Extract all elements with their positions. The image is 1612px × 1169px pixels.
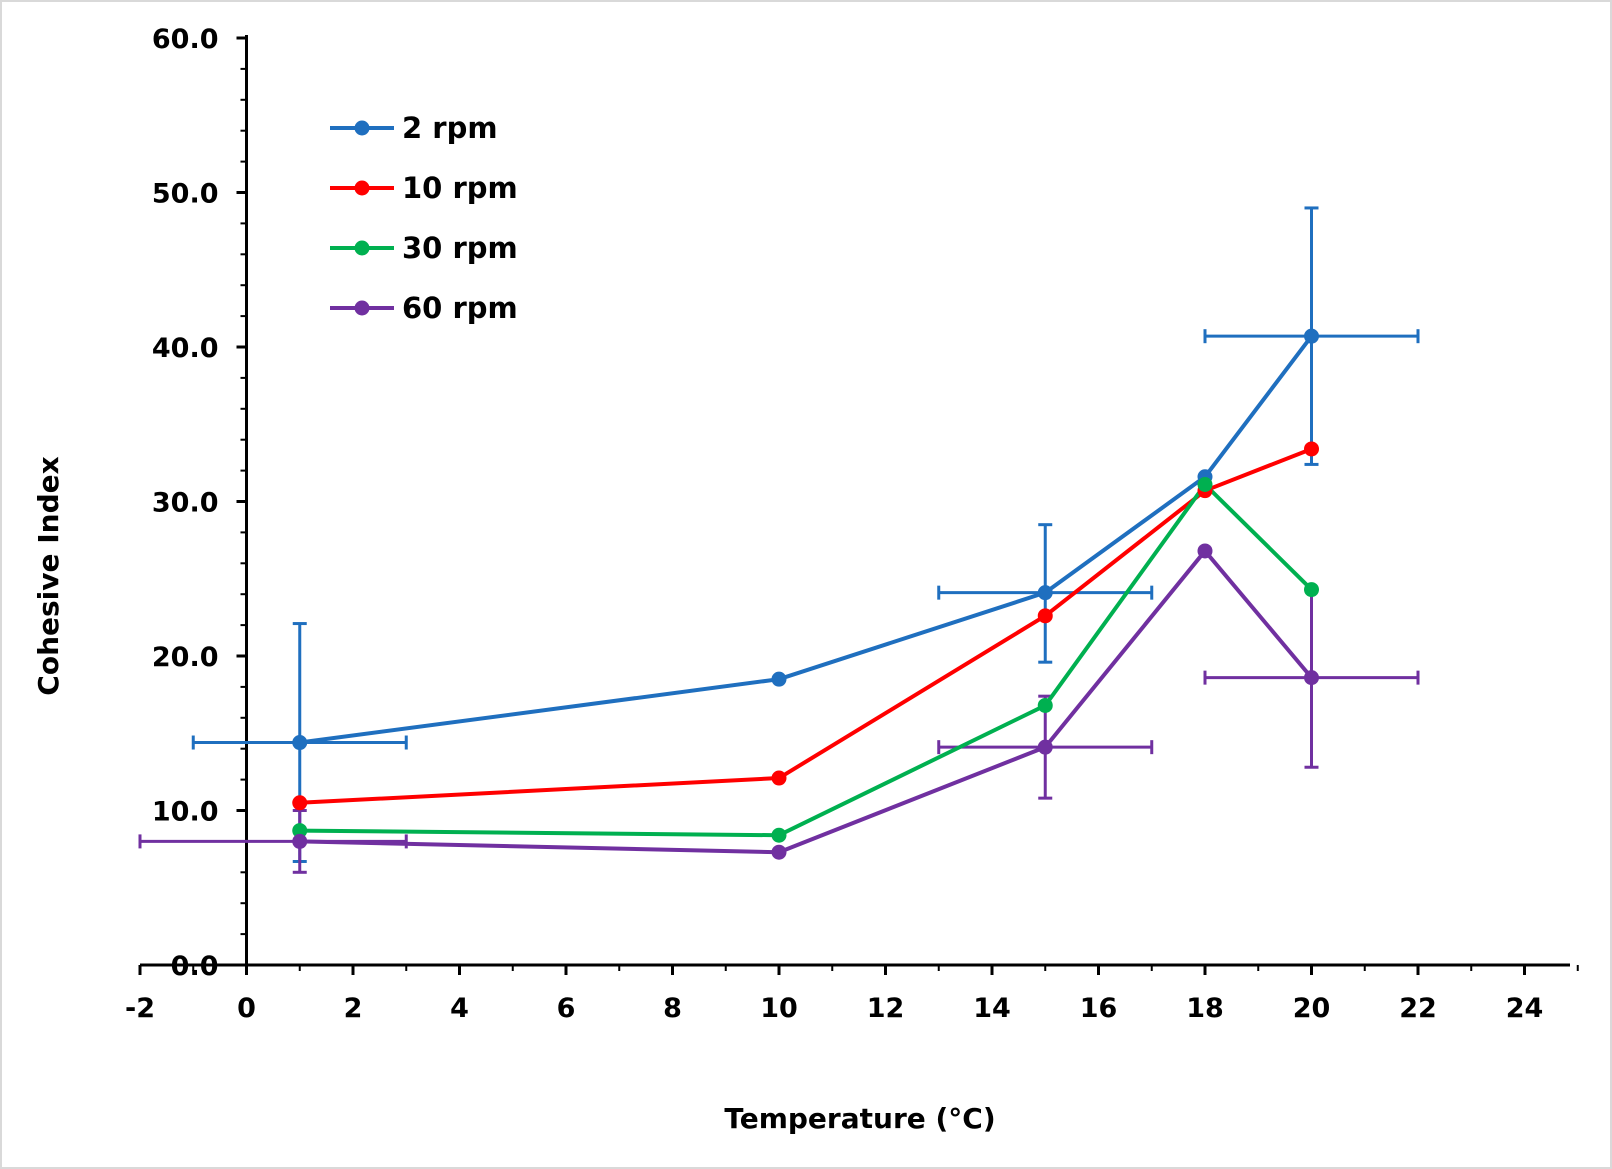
data-point [771, 827, 787, 843]
legend-label: 10 rpm [402, 171, 518, 205]
data-point [1037, 739, 1053, 755]
y-tick-label: 20.0 [152, 642, 219, 673]
tick-labels: -2 0 2 4 6 8 10 12 14 16 18 20 22 240.010.020.030.040… [125, 24, 1543, 1024]
x-tick-label: 0 [237, 993, 256, 1024]
y-tick-label: 40.0 [152, 333, 219, 364]
series-line [299, 548, 1314, 855]
data-point [771, 671, 787, 687]
legend-marker [354, 240, 370, 256]
legend-label: 2 rpm [402, 111, 498, 145]
data-point [771, 844, 787, 860]
axes [138, 35, 1579, 975]
legend-label: 30 rpm [402, 231, 518, 265]
x-tick-label: 2 [344, 993, 363, 1024]
y-tick-label: 60.0 [152, 24, 219, 55]
y-tick-label: 0.0 [171, 951, 219, 982]
y-tick-label: 30.0 [152, 488, 219, 519]
x-tick-label: 8 [663, 993, 682, 1024]
x-tick-label: -2 [125, 993, 155, 1024]
y-tick-label: 10.0 [152, 797, 219, 828]
x-tick-label: 10 [760, 993, 798, 1024]
data-point [292, 795, 308, 811]
data-point [292, 823, 308, 839]
x-tick-label: 16 [1080, 993, 1118, 1024]
x-tick-label: 20 [1293, 993, 1331, 1024]
x-tick-label: 14 [973, 993, 1011, 1024]
data-point [292, 735, 308, 751]
data-point [292, 833, 308, 849]
series-line [299, 447, 1313, 805]
data-point [1304, 441, 1319, 457]
data-point [771, 770, 787, 786]
data-point [1304, 328, 1319, 344]
data-point [1037, 585, 1053, 601]
series-lines [299, 334, 1314, 855]
legend-label: 60 rpm [402, 291, 518, 325]
series-markers [292, 328, 1319, 860]
x-tick-label: 4 [450, 993, 469, 1024]
y-axis-title: Cohesive Index [32, 456, 65, 695]
y-tick-label: 50.0 [152, 179, 219, 210]
data-point [1197, 543, 1213, 559]
x-tick-label: 6 [557, 993, 576, 1024]
data-point [1037, 608, 1053, 624]
x-tick-label: 22 [1399, 993, 1437, 1024]
data-point [1197, 477, 1213, 493]
legend-marker [354, 300, 370, 316]
x-tick-label: 12 [867, 993, 905, 1024]
data-point [1304, 582, 1319, 598]
legend-marker [354, 180, 370, 196]
x-tick-label: 18 [1186, 993, 1224, 1024]
x-axis-title: Temperature (°C) [724, 1102, 995, 1135]
series-line [299, 334, 1314, 745]
data-point [1037, 697, 1053, 713]
data-point [1304, 670, 1319, 686]
legend-marker [354, 120, 370, 136]
legend: 2 rpm 10 rpm 30 rpm 60 rpm [330, 111, 518, 325]
x-tick-label: 24 [1506, 993, 1544, 1024]
series-line [299, 482, 1313, 838]
